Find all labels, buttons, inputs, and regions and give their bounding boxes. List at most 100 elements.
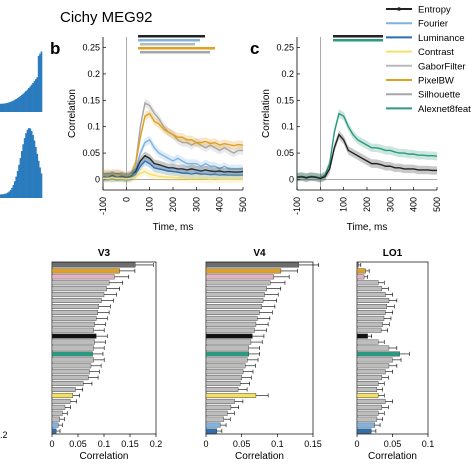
bar: [205, 315, 258, 321]
bar: [356, 410, 379, 416]
bar: [51, 369, 90, 375]
bar: [205, 351, 249, 357]
bar: [205, 428, 217, 434]
x-tick-label: 0: [315, 197, 325, 202]
histogram-bar: [14, 181, 16, 198]
series-line: [103, 170, 243, 180]
histogram-bar: [5, 103, 8, 112]
y-axis-label: Correlation: [67, 89, 78, 138]
x-tick-label: 100: [145, 197, 155, 212]
bar: [356, 369, 386, 375]
bar: [51, 381, 84, 387]
histogram-bar: [30, 84, 33, 112]
bar: [51, 410, 63, 416]
y-tick-label: 0.05: [82, 148, 100, 158]
histogram-bar: [29, 86, 32, 112]
bar: [205, 309, 260, 315]
x-tick-label: 300: [191, 197, 201, 212]
histogram-bar: [39, 167, 41, 198]
series-line: [102, 154, 244, 179]
bar: [205, 280, 271, 286]
figure-title: Cichy MEG92: [60, 9, 153, 26]
x-tick-label: 0.1: [98, 439, 111, 449]
histogram-bar: [4, 103, 6, 112]
bar: [205, 357, 248, 363]
x-tick-label: 0.2: [150, 439, 163, 449]
histogram-bar: [8, 191, 11, 198]
histogram-bar: [9, 189, 12, 198]
y-tick-label: 0.25: [82, 43, 100, 53]
histogram-bar: [7, 102, 9, 112]
histogram-bar: [7, 192, 9, 198]
bar: [205, 416, 225, 422]
bar: [205, 369, 244, 375]
left-histogram-bottom: [0, 128, 43, 198]
significance-bar: [140, 51, 210, 54]
bar: [205, 381, 241, 387]
bar: [205, 274, 274, 280]
histogram-bar: [37, 55, 40, 112]
x-axis-label: Correlation: [80, 451, 129, 462]
chart-title: LO1: [383, 248, 403, 259]
bar: [356, 304, 388, 309]
bar: [51, 274, 115, 280]
histogram-bar: [0, 194, 2, 198]
bar: [51, 292, 105, 298]
bar: [356, 398, 386, 404]
x-tick-label: 200: [362, 197, 372, 212]
histogram-bar: [39, 53, 41, 112]
histogram-bar: [32, 82, 34, 112]
histogram-bar: [11, 101, 13, 112]
series-band: [297, 130, 437, 183]
histogram-bar: [26, 89, 29, 112]
histogram-bar: [35, 146, 37, 198]
bar: [356, 375, 383, 381]
bar: [205, 327, 255, 333]
y-tick-label: 0.2: [281, 69, 294, 79]
legend-label: Contrast: [418, 47, 454, 58]
histogram-bar: [4, 193, 6, 198]
legend-box: [383, 2, 474, 118]
x-tick-label: 500: [238, 197, 248, 212]
bar: [205, 363, 246, 369]
bar: [356, 280, 379, 286]
histogram-bar: [18, 164, 20, 198]
significance-bar: [138, 39, 200, 42]
bar: [356, 309, 386, 315]
legend: Entropy Fourier Luminance Contrast GaborFilt…: [383, 2, 474, 118]
panel-b-line-chart: 0 0.05 0.1 0.15 0.2 0.25 -100 0 100 200 300 400 500 T…: [67, 35, 248, 233]
histogram-bar: [30, 130, 33, 198]
bar: [51, 351, 93, 357]
x-tick-label: 0.15: [121, 439, 139, 449]
x-tick-label: 0.15: [304, 439, 322, 449]
x-tick-label: 0.05: [233, 439, 251, 449]
y-tick-label: 0: [289, 174, 294, 184]
bar: [356, 262, 359, 268]
bar: [51, 286, 107, 292]
histogram-bar: [11, 187, 13, 198]
legend-label: Silhouette: [418, 90, 460, 101]
bar: [205, 345, 249, 351]
significance-bar: [333, 39, 425, 42]
histogram-bar: [5, 193, 8, 198]
bar: [51, 268, 120, 274]
x-tick-label: -100: [98, 197, 108, 215]
left-edge-tick-label: .2: [0, 430, 8, 440]
bar: [51, 387, 76, 392]
histogram-bar: [35, 79, 37, 112]
chart-title: V4: [253, 248, 266, 259]
bar: [51, 333, 97, 339]
x-tick-label: 0.1: [271, 439, 284, 449]
histogram-bar: [19, 96, 22, 112]
bar: [51, 309, 98, 315]
bar: [356, 416, 378, 422]
y-tick-label: 0.05: [276, 148, 294, 158]
bar: [356, 422, 375, 428]
y-tick-label: 0.15: [82, 95, 100, 105]
bar: [205, 404, 232, 410]
legend-label: Alexnet8feat: [418, 104, 471, 115]
y-tick-label: 0.1: [281, 122, 294, 132]
histogram-bar: [16, 98, 19, 112]
bar: [51, 375, 89, 381]
significance-bar: [138, 35, 205, 38]
